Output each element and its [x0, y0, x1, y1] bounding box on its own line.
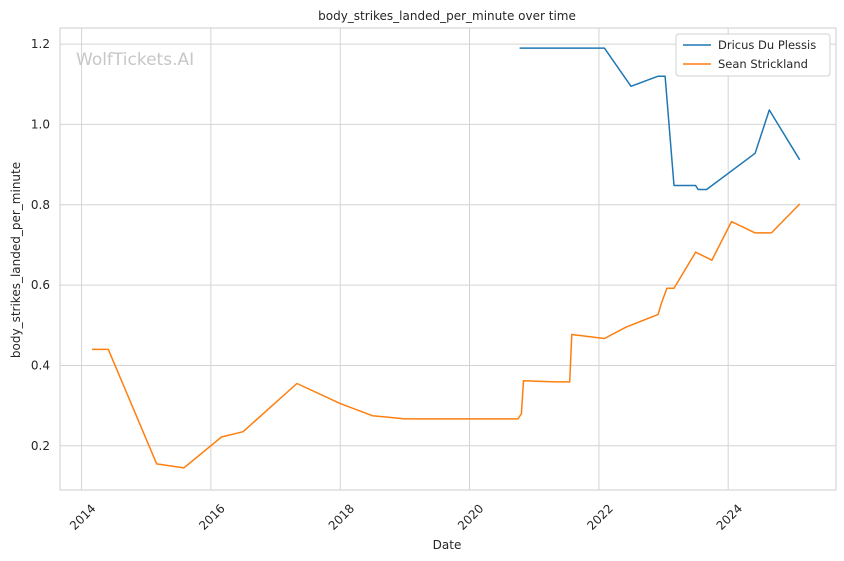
- y-tick-label: 0.6: [31, 278, 50, 292]
- x-axis-label: Date: [433, 538, 462, 552]
- series-line-0: [519, 47, 801, 191]
- legend: Dricus Du Plessis Sean Strickland: [675, 33, 831, 77]
- y-tick-label: 0.8: [31, 198, 50, 212]
- legend-label-sean: Sean Strickland: [718, 57, 808, 71]
- x-tick-label: 2016: [196, 501, 227, 532]
- chart-title: body_strikes_landed_per_minute over time: [318, 9, 576, 23]
- y-tick-label: 1.0: [31, 117, 50, 131]
- legend-box: [675, 33, 831, 77]
- x-tick-label: 2014: [67, 501, 98, 532]
- y-tick-label: 1.2: [31, 37, 50, 51]
- y-tick-label: 0.2: [31, 439, 50, 453]
- x-tick-label: 2024: [714, 501, 745, 532]
- x-tick-label: 2018: [326, 501, 357, 532]
- grid-layer: [60, 28, 836, 490]
- series-line-1: [92, 203, 801, 469]
- plot-area: [59, 27, 837, 491]
- y-axis-label: body_strikes_landed_per_minute: [9, 162, 23, 358]
- x-tick-label: 2020: [455, 501, 486, 532]
- x-tick-label: 2022: [584, 501, 615, 532]
- series-layer: [92, 47, 801, 469]
- y-tick-label: 0.4: [31, 358, 50, 372]
- watermark-text: WolfTickets.AI: [76, 50, 194, 70]
- legend-label-dricus: Dricus Du Plessis: [718, 38, 816, 52]
